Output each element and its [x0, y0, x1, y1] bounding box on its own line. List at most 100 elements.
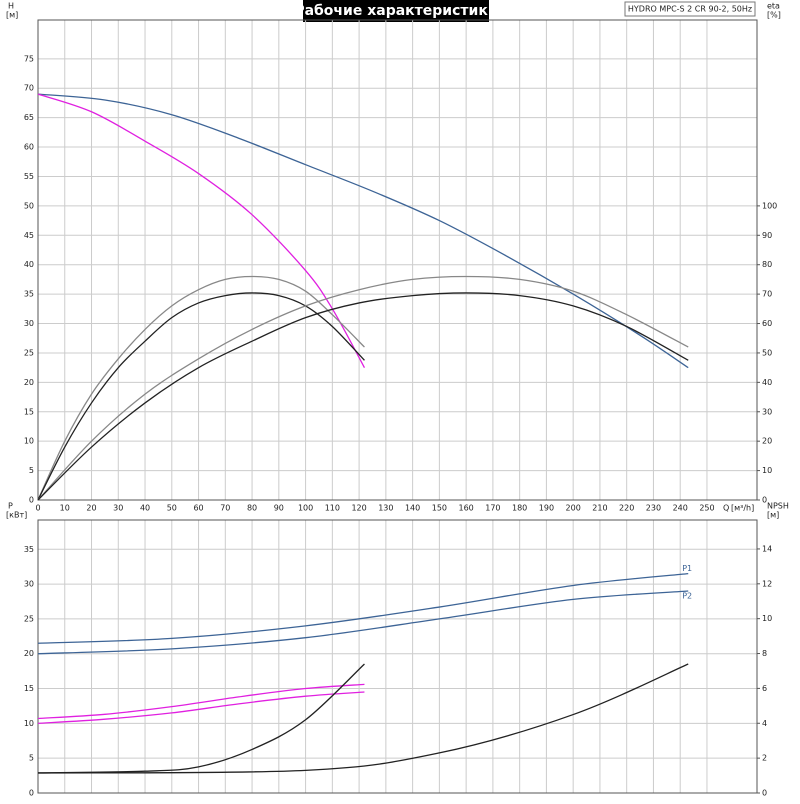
y2-axis-label: NPSH [767, 502, 789, 511]
x-tick-label: 80 [247, 504, 257, 513]
x-tick-label: 240 [673, 504, 688, 513]
x-tick-label: 50 [167, 504, 177, 513]
series-line [37, 663, 365, 774]
y2-tick-label: 12 [762, 579, 772, 588]
y2-tick-label: 4 [762, 719, 767, 728]
y-tick-label: 15 [24, 407, 34, 416]
plot-frame [37, 519, 758, 794]
y-tick-label: 30 [24, 580, 34, 589]
x-tick-label: 90 [274, 504, 284, 513]
y-tick-label: 60 [24, 143, 34, 152]
series-line [37, 590, 689, 655]
series-label: P2 [682, 592, 692, 601]
y-tick-label: 25 [24, 348, 34, 357]
y2-tick-label: 6 [762, 684, 767, 693]
series-line [37, 292, 689, 501]
y2-tick-label: 100 [762, 201, 777, 210]
y-tick-label: 30 [24, 319, 34, 328]
chart-title: Рабочие характеристики [294, 3, 497, 19]
y2-tick-label: 60 [762, 319, 772, 328]
series-label: P1 [682, 564, 692, 573]
y-tick-label: 5 [29, 466, 34, 475]
y-tick-label: 40 [24, 260, 34, 269]
y-tick-label: 0 [29, 496, 34, 505]
x-tick-label: 0 [35, 504, 40, 513]
series-line [37, 93, 689, 369]
y2-tick-label: 0 [762, 496, 767, 505]
x-tick-label: 100 [298, 504, 313, 513]
y-tick-label: 10 [24, 719, 34, 728]
x-tick-label: 130 [378, 504, 393, 513]
y2-tick-label: 2 [762, 754, 767, 763]
x-tick-label: 20 [86, 504, 96, 513]
y-tick-label: 55 [24, 172, 34, 181]
x-tick-label: 30 [113, 504, 123, 513]
y2-tick-label: 10 [762, 466, 772, 475]
y-tick-label: 25 [24, 614, 34, 623]
x-tick-label: 200 [566, 504, 581, 513]
x-tick-label: 220 [619, 504, 634, 513]
y-tick-label: 0 [29, 789, 34, 798]
y-tick-label: 10 [24, 437, 34, 446]
y-tick-label: 70 [24, 84, 34, 93]
x-tick-label: 150 [432, 504, 447, 513]
y2-tick-label: 14 [762, 544, 772, 553]
y-tick-label: 35 [24, 290, 34, 299]
y2-tick-label: 70 [762, 290, 772, 299]
y-tick-label: 5 [29, 754, 34, 763]
y-tick-label: 15 [24, 684, 34, 693]
x-tick-label: 110 [325, 504, 340, 513]
series-line [37, 275, 689, 501]
x-tick-label: 70 [220, 504, 230, 513]
y2-tick-label: 90 [762, 231, 772, 240]
x-axis-label: Q [723, 504, 729, 513]
series-line [37, 691, 365, 725]
y-axis-unit: [м] [6, 11, 18, 20]
y2-axis-label: eta [767, 2, 780, 11]
series-line [37, 663, 689, 774]
y-axis-unit: [кВт] [6, 511, 27, 520]
x-tick-label: 180 [512, 504, 527, 513]
x-tick-label: 170 [485, 504, 500, 513]
x-tick-label: 190 [539, 504, 554, 513]
x-axis-unit: [м³/h] [731, 504, 754, 513]
y2-tick-label: 0 [762, 789, 767, 798]
model-box [624, 1, 756, 17]
y2-tick-label: 8 [762, 649, 767, 658]
model-label: HYDRO MPC-S 2 CR 90-2, 50Hz [628, 5, 752, 14]
y2-tick-label: 10 [762, 614, 772, 623]
x-tick-label: 10 [60, 504, 70, 513]
y-axis-label: H [8, 2, 14, 11]
x-tick-label: 230 [646, 504, 661, 513]
title-box [303, 0, 489, 22]
x-tick-label: 160 [458, 504, 473, 513]
y-tick-label: 50 [24, 201, 34, 210]
y2-tick-label: 40 [762, 378, 772, 387]
series-line [37, 683, 365, 720]
plot-frame [37, 19, 758, 501]
series-line [37, 572, 689, 644]
x-tick-label: 250 [699, 504, 714, 513]
y2-tick-label: 30 [762, 407, 772, 416]
x-tick-label: 140 [405, 504, 420, 513]
y2-tick-label: 50 [762, 348, 772, 357]
y-tick-label: 65 [24, 113, 34, 122]
y-tick-label: 20 [24, 378, 34, 387]
series-line [37, 275, 365, 501]
series-line [37, 93, 366, 368]
y-axis-label: P [8, 502, 13, 511]
y-tick-label: 75 [24, 54, 34, 63]
y2-axis-unit: [м] [767, 511, 779, 520]
y2-axis-unit: [%] [767, 11, 781, 20]
x-tick-label: 40 [140, 504, 150, 513]
y2-tick-label: 80 [762, 260, 772, 269]
y2-tick-label: 20 [762, 437, 772, 446]
y-tick-label: 35 [24, 545, 34, 554]
x-tick-label: 210 [592, 504, 607, 513]
y-tick-label: 20 [24, 649, 34, 658]
y-tick-label: 45 [24, 231, 34, 240]
x-tick-label: 60 [193, 504, 203, 513]
x-tick-label: 120 [351, 504, 366, 513]
